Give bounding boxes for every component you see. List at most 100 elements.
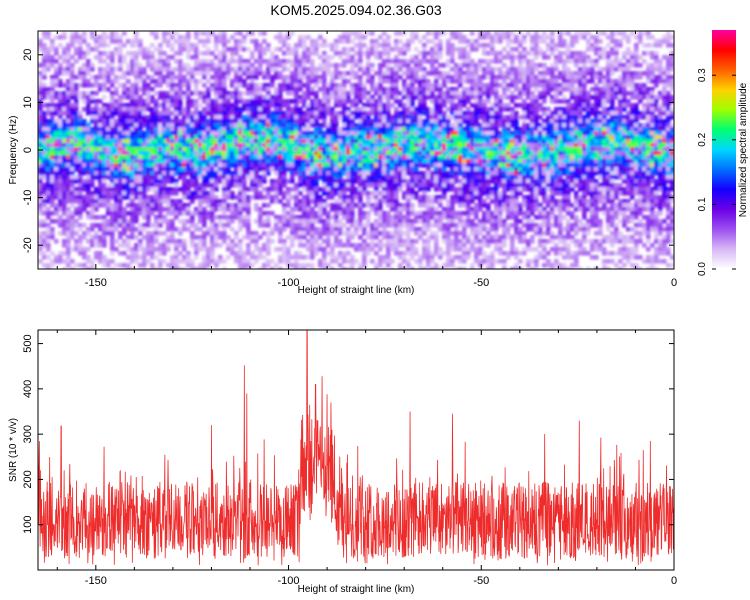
- heatmap-cell: [102, 39, 107, 44]
- heatmap-cell: [322, 95, 327, 100]
- heatmap-cell: [538, 123, 543, 128]
- heatmap-cell: [246, 151, 251, 156]
- heatmap-cell: [586, 99, 591, 104]
- heatmap-cell: [474, 99, 479, 104]
- heatmap-cell: [490, 59, 495, 64]
- heatmap-cell: [618, 103, 623, 108]
- heatmap-cell: [562, 159, 567, 164]
- heatmap-cell: [110, 171, 115, 176]
- heatmap-cell: [458, 75, 463, 80]
- heatmap-cell: [574, 127, 579, 132]
- heatmap-cell: [642, 123, 647, 128]
- heatmap-cell: [58, 159, 63, 164]
- heatmap-cell: [326, 111, 331, 116]
- heatmap-cell: [150, 99, 155, 104]
- heatmap-cell: [390, 123, 395, 128]
- heatmap-cell: [302, 71, 307, 76]
- heatmap-cell: [146, 163, 151, 168]
- heatmap-cell: [350, 163, 355, 168]
- heatmap-cell: [130, 91, 135, 96]
- heatmap-cell: [450, 43, 455, 48]
- heatmap-cell: [374, 139, 379, 144]
- heatmap-cell: [466, 63, 471, 68]
- heatmap-cell: [474, 119, 479, 124]
- heatmap-cell: [214, 147, 219, 152]
- heatmap-cell: [350, 127, 355, 132]
- heatmap-cell: [430, 67, 435, 72]
- heatmap-cell: [250, 71, 255, 76]
- heatmap-cell: [222, 111, 227, 116]
- heatmap-cell: [310, 91, 315, 96]
- heatmap-cell: [82, 71, 87, 76]
- heatmap-cell: [234, 95, 239, 100]
- heatmap-cell: [194, 163, 199, 168]
- heatmap-cell: [282, 115, 287, 120]
- heatmap-cell: [418, 155, 423, 160]
- heatmap-cell: [170, 99, 175, 104]
- heatmap-cell: [138, 79, 143, 84]
- heatmap-cell: [462, 47, 467, 52]
- heatmap-cell: [454, 67, 459, 72]
- heatmap-cell: [134, 95, 139, 100]
- heatmap-cell: [314, 151, 319, 156]
- heatmap-cell: [622, 167, 627, 172]
- heatmap-cell: [386, 115, 391, 120]
- heatmap-cell: [334, 91, 339, 96]
- heatmap-cell: [66, 135, 71, 140]
- heatmap-cell: [498, 59, 503, 64]
- heatmap-cell: [398, 75, 403, 80]
- heatmap-cell: [62, 91, 67, 96]
- heatmap-cell: [258, 47, 263, 52]
- heatmap-cell: [94, 123, 99, 128]
- heatmap-cell: [530, 171, 535, 176]
- heatmap-cell: [630, 79, 635, 84]
- heatmap-cell: [474, 91, 479, 96]
- heatmap-cell: [170, 147, 175, 152]
- heatmap-cell: [606, 147, 611, 152]
- heatmap-cell: [66, 95, 71, 100]
- heatmap-cell: [278, 111, 283, 116]
- heatmap-cell: [546, 79, 551, 84]
- heatmap-cell: [550, 35, 555, 40]
- heatmap-cell: [578, 67, 583, 72]
- heatmap-cell: [458, 151, 463, 156]
- heatmap-cell: [538, 115, 543, 120]
- heatmap-cell: [370, 99, 375, 104]
- heatmap-cell: [294, 75, 299, 80]
- heatmap-cell: [106, 75, 111, 80]
- heatmap-cell: [638, 159, 643, 164]
- heatmap-cell: [250, 75, 255, 80]
- heatmap-cell: [266, 111, 271, 116]
- heatmap-cell: [74, 143, 79, 148]
- heatmap-cell: [382, 59, 387, 64]
- heatmap-cell: [606, 159, 611, 164]
- heatmap-cell: [554, 171, 559, 176]
- heatmap-cell: [70, 111, 75, 116]
- heatmap-cell: [78, 131, 83, 136]
- heatmap-cell: [646, 91, 651, 96]
- heatmap-cell: [154, 111, 159, 116]
- heatmap-cell: [654, 83, 659, 88]
- heatmap-cell: [162, 139, 167, 144]
- heatmap-cell: [58, 43, 63, 48]
- heatmap-cell: [574, 55, 579, 60]
- heatmap-cell: [290, 155, 295, 160]
- heatmap-cell: [522, 51, 527, 56]
- heatmap-cell: [614, 39, 619, 44]
- heatmap-cell: [270, 131, 275, 136]
- heatmap-cell: [218, 95, 223, 100]
- heatmap-cell: [578, 75, 583, 80]
- heatmap-cell: [214, 143, 219, 148]
- heatmap-cell: [98, 167, 103, 172]
- heatmap-cell: [622, 175, 627, 180]
- heatmap-cell: [142, 163, 147, 168]
- heatmap-cell: [238, 39, 243, 44]
- heatmap-cell: [394, 99, 399, 104]
- heatmap-cell: [402, 115, 407, 120]
- heatmap-cell: [74, 135, 79, 140]
- heatmap-cell: [378, 79, 383, 84]
- heatmap-cell: [366, 127, 371, 132]
- heatmap-cell: [258, 107, 263, 112]
- heatmap-cell: [554, 75, 559, 80]
- heatmap-cell: [634, 115, 639, 120]
